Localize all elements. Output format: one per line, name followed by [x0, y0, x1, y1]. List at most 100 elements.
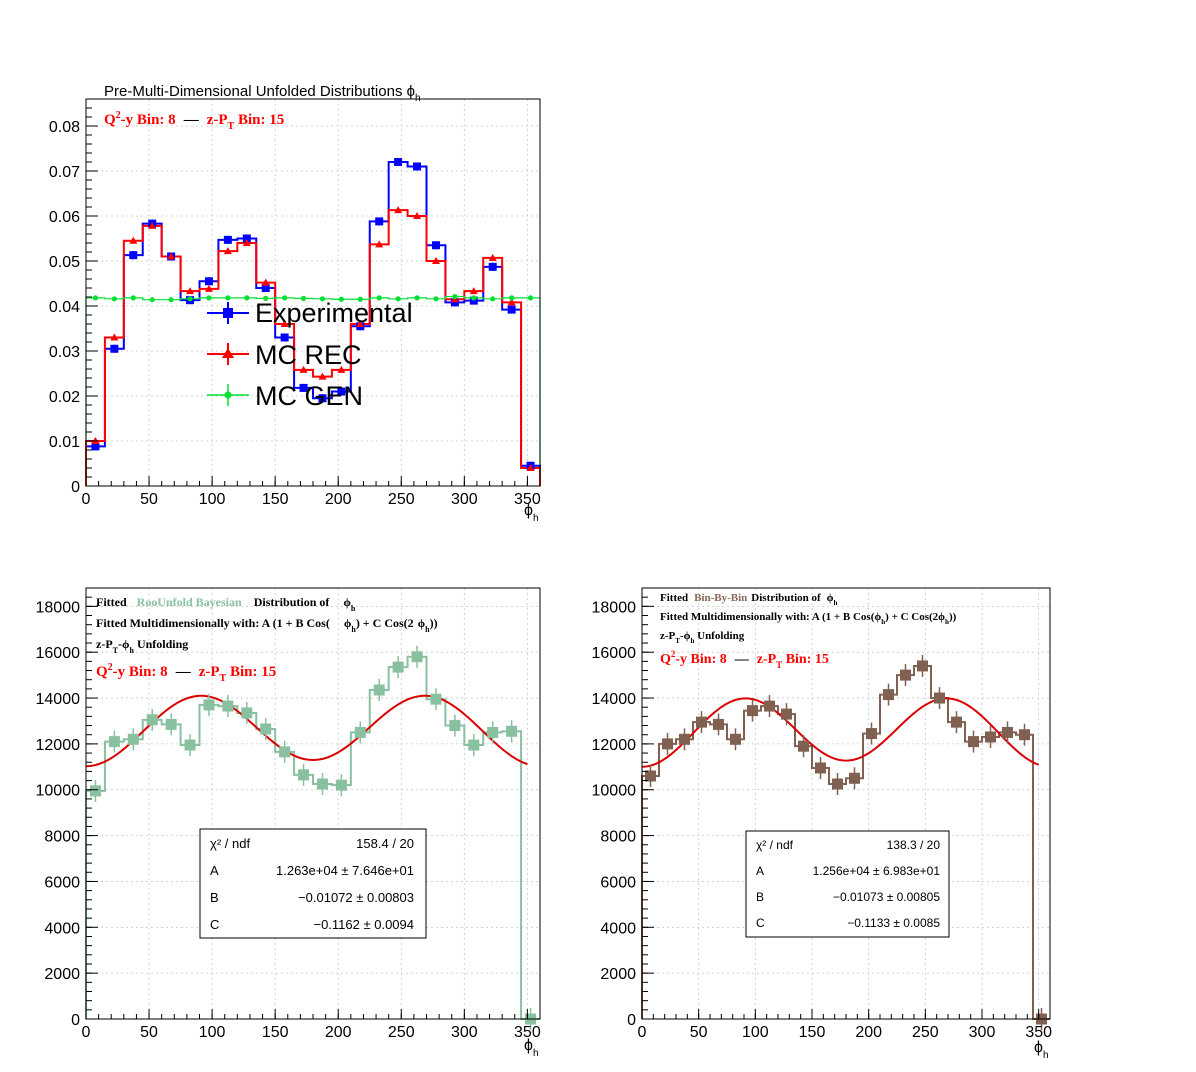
data-point	[244, 295, 250, 301]
fit-curve	[641, 697, 1040, 768]
panel-bin-by-bin: 0 50 100 150 200 250 300 350 0 2000 4000 6000 8000 10…	[592, 587, 1052, 1061]
x-tick-label: 0	[82, 491, 91, 508]
fit-formula: Fitted Multidimensionally with: A (1 + B…	[96, 616, 438, 634]
grid-lines	[641, 588, 1050, 1020]
y-tick-label: 14000	[592, 691, 637, 708]
data-point	[357, 296, 363, 302]
panel-bayesian: 0 50 100 150 200 250 300 350 0 2000 4000 6000 8000 10…	[36, 587, 541, 1059]
y-tick-label: 8000	[44, 829, 80, 846]
data-point	[223, 247, 232, 255]
data-point	[781, 708, 792, 720]
data-markers	[645, 654, 1047, 1030]
stat-value-c: −0.1162 ± 0.0094	[313, 917, 414, 932]
data-point	[223, 235, 232, 244]
data-point	[261, 284, 270, 292]
x-tick-label: 250	[388, 1024, 415, 1041]
y-tick-label: 10000	[36, 783, 81, 800]
axis-ticks: 0 50 100 150 200 250 300 350 0 2000 4000 6000 8000 10…	[36, 587, 541, 1041]
stat-value-chi2: 138.3 / 20	[887, 838, 941, 852]
data-point	[430, 693, 442, 705]
x-tick-label: 300	[969, 1024, 996, 1041]
data-point	[395, 296, 401, 302]
legend-entry-mc-rec: MC REC	[207, 340, 362, 370]
x-tick-label: 100	[199, 491, 226, 508]
data-point	[299, 365, 308, 373]
x-tick-label: 150	[262, 1024, 289, 1041]
data-point	[354, 726, 366, 738]
data-point	[449, 720, 461, 732]
data-point	[373, 684, 385, 696]
data-point	[506, 725, 518, 737]
data-point	[488, 253, 497, 261]
data-point	[951, 716, 962, 728]
data-point	[900, 669, 911, 681]
data-point	[431, 257, 440, 264]
data-point	[747, 705, 758, 717]
series-line	[641, 664, 1050, 1020]
data-point	[165, 718, 177, 730]
x-tick-label: 350	[514, 491, 541, 508]
data-point	[110, 344, 119, 353]
data-point	[1019, 729, 1030, 741]
data-point	[279, 746, 291, 758]
fit-stats-box: χ² / ndf 158.4 / 20 A 1.263e+04 ± 7.646e…	[199, 828, 427, 939]
data-point	[167, 252, 176, 260]
y-tick-label: 4000	[600, 920, 636, 937]
data-point	[934, 692, 945, 704]
x-tick-label: 350	[1025, 1024, 1052, 1041]
data-point	[985, 731, 996, 743]
data-point	[241, 707, 253, 719]
x-tick-label: 200	[325, 491, 352, 508]
x-tick-label: 0	[638, 1024, 647, 1041]
data-point	[815, 762, 826, 774]
data-point	[203, 699, 215, 711]
x-tick-label: 150	[262, 491, 289, 508]
x-tick-label: 300	[451, 491, 478, 508]
data-point	[730, 733, 741, 745]
y-tick-label: 6000	[600, 874, 636, 891]
y-tick-label: 0.02	[49, 389, 80, 406]
data-point	[488, 262, 497, 271]
data-point	[280, 320, 289, 327]
data-point	[92, 295, 99, 301]
y-tick-label: 0	[71, 1012, 80, 1029]
data-point	[764, 700, 775, 712]
series-line	[85, 209, 541, 486]
x-axis-label: ϕh	[1034, 1039, 1049, 1061]
data-point	[849, 772, 860, 784]
data-point	[206, 295, 212, 301]
x-tick-label: 50	[140, 1024, 158, 1041]
x-tick-label: 50	[140, 491, 158, 508]
data-point	[469, 287, 478, 295]
data-point	[263, 295, 269, 301]
fit-curve-group	[85, 694, 528, 768]
data-point	[337, 387, 346, 396]
data-point	[376, 295, 382, 301]
data-point	[471, 295, 477, 301]
x-tick-label: 250	[912, 1024, 939, 1041]
data-point	[413, 212, 422, 219]
data-point	[148, 221, 157, 229]
y-tick-label: 18000	[36, 599, 81, 616]
data-point	[111, 296, 117, 302]
chart-title: Fitted Bin-By-Bin Distribution of ϕh	[660, 592, 838, 607]
data-point	[127, 733, 139, 745]
data-point	[204, 284, 213, 292]
data-point	[261, 278, 270, 286]
data-point	[130, 295, 136, 301]
histogram-lines	[85, 161, 541, 486]
x-tick-label: 200	[855, 1024, 882, 1041]
data-point	[110, 333, 119, 341]
y-tick-label: 8000	[600, 829, 636, 846]
data-point	[338, 296, 344, 302]
data-point	[89, 785, 101, 797]
data-point	[696, 716, 707, 728]
data-point	[375, 217, 384, 226]
stat-label-a: A	[210, 863, 219, 878]
data-point	[394, 206, 403, 214]
stat-label-a: A	[756, 864, 764, 878]
fit-formula: Fitted Multidimensionally with: A (1 + B…	[660, 611, 957, 626]
x-tick-label: 50	[690, 1024, 708, 1041]
fit-curve-group	[641, 697, 1040, 768]
y-tick-label: 12000	[36, 737, 81, 754]
